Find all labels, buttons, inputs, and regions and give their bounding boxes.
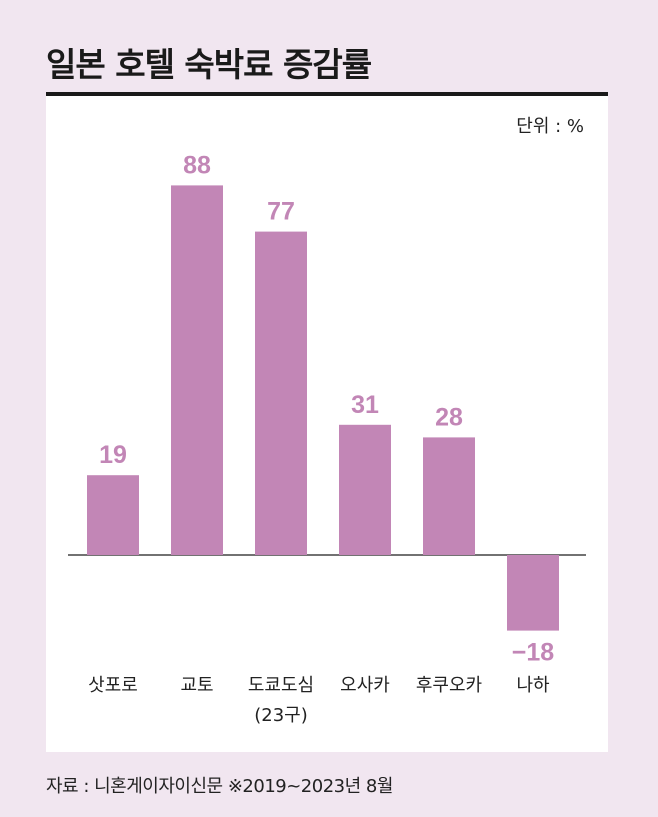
chart-panel: 단위 : % 19 삿포로 88 교토 77 도쿄도심 (23구) 31 오사카 28 후쿠오카 −1… bbox=[46, 96, 608, 752]
value-label-2: 77 bbox=[267, 198, 295, 226]
value-label-3: 31 bbox=[351, 391, 379, 419]
value-label-5: −18 bbox=[512, 639, 555, 667]
unit-label: 단위 : % bbox=[516, 116, 584, 137]
source-note: 자료 : 니혼게이자이신문 ※2019~2023년 8월 bbox=[46, 776, 393, 797]
title-rule bbox=[46, 92, 608, 96]
category-label-2: 도쿄도심 bbox=[248, 675, 314, 696]
bar-4 bbox=[423, 437, 475, 555]
bar-3 bbox=[339, 424, 391, 555]
category-label-2-line2: (23구) bbox=[254, 705, 308, 726]
category-label-4: 후쿠오카 bbox=[416, 675, 482, 696]
category-label-5: 나하 bbox=[516, 675, 550, 696]
bar-5 bbox=[507, 555, 559, 631]
category-label-3: 오사카 bbox=[340, 675, 390, 696]
bar-chart: 19 삿포로 88 교토 77 도쿄도심 (23구) 31 오사카 28 후쿠오카 −18 나하 bbox=[68, 151, 586, 726]
bar-0 bbox=[87, 475, 139, 555]
bar-1 bbox=[171, 185, 223, 555]
value-label-4: 28 bbox=[435, 403, 463, 431]
value-label-1: 88 bbox=[183, 151, 211, 179]
category-label-0: 삿포로 bbox=[88, 675, 138, 696]
chart-title: 일본 호텔 숙박료 증감률 bbox=[46, 45, 372, 84]
value-label-0: 19 bbox=[99, 441, 127, 469]
category-label-1: 교토 bbox=[180, 675, 213, 696]
bar-2 bbox=[255, 231, 307, 555]
